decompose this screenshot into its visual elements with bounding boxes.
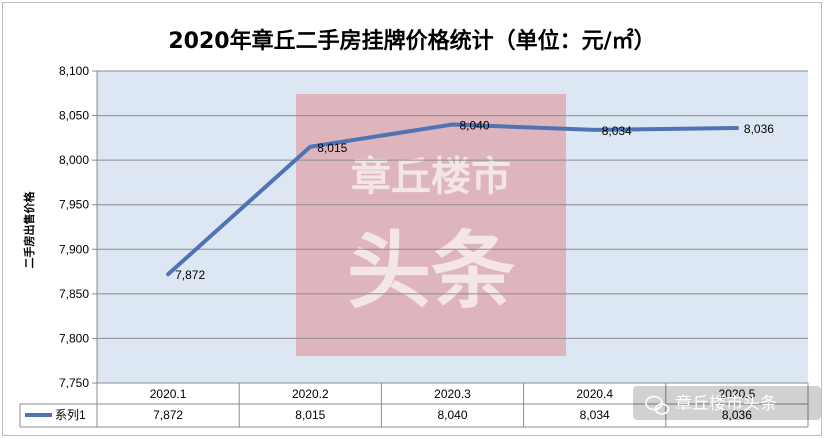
watermark-line1: 章丘楼市 bbox=[351, 154, 511, 200]
y-axis-ticks: 7,750 7,800 7,850 7,900 7,950 8,000 8,050 8,100 bbox=[59, 64, 97, 390]
y-tick-label: 8,100 bbox=[59, 64, 89, 78]
series-line-1 bbox=[166, 122, 739, 277]
watermark-line2: 头条 bbox=[347, 222, 515, 320]
table-value-cell: 8,034 bbox=[580, 408, 610, 422]
wechat-badge-text: 章丘楼市头条 bbox=[675, 394, 777, 414]
data-labels: 7,872 8,015 8,040 8,034 8,036 bbox=[175, 118, 774, 282]
wechat-icon bbox=[645, 395, 670, 415]
legend-series-name: 系列1 bbox=[55, 408, 86, 422]
series-group bbox=[166, 122, 739, 277]
table-value-cell: 7,872 bbox=[153, 408, 183, 422]
x-category-label: 2020.5 bbox=[719, 387, 756, 401]
y-tick-label: 7,900 bbox=[59, 242, 89, 256]
x-category-label: 2020.2 bbox=[292, 387, 329, 401]
table-value-cell: 8,015 bbox=[295, 408, 325, 422]
table-value-cell: 8,036 bbox=[722, 408, 752, 422]
data-label: 8,036 bbox=[744, 122, 774, 136]
y-tick-label: 7,750 bbox=[59, 376, 89, 390]
y-axis-label: 二手房出售价格 bbox=[22, 191, 36, 269]
data-label: 8,040 bbox=[460, 118, 490, 132]
table-value-cell: 8,040 bbox=[437, 408, 467, 422]
x-category-label: 2020.4 bbox=[576, 387, 613, 401]
wechat-badge: 章丘楼市头条 bbox=[633, 386, 821, 420]
x-category-label: 2020.1 bbox=[150, 387, 187, 401]
chart-title: 2020年章丘二手房挂牌价格统计（单位：元/㎡） bbox=[168, 28, 655, 54]
watermark: 章丘楼市 头条 bbox=[296, 94, 566, 356]
y-tick-label: 7,950 bbox=[59, 198, 89, 212]
data-label: 7,872 bbox=[175, 268, 205, 282]
y-tick-label: 8,050 bbox=[59, 109, 89, 123]
y-tick-label: 7,800 bbox=[59, 331, 89, 345]
data-label: 8,015 bbox=[317, 141, 347, 155]
data-table: 2020.1 2020.2 2020.3 2020.4 2020.5 系列1 7,872 8,… bbox=[19, 382, 809, 428]
watermark-box bbox=[296, 94, 566, 356]
data-label: 8,034 bbox=[602, 124, 632, 138]
wechat-badge-bg bbox=[633, 386, 821, 420]
y-tick-label: 8,000 bbox=[59, 153, 89, 167]
x-category-label: 2020.3 bbox=[434, 387, 471, 401]
y-tick-label: 7,850 bbox=[59, 287, 89, 301]
